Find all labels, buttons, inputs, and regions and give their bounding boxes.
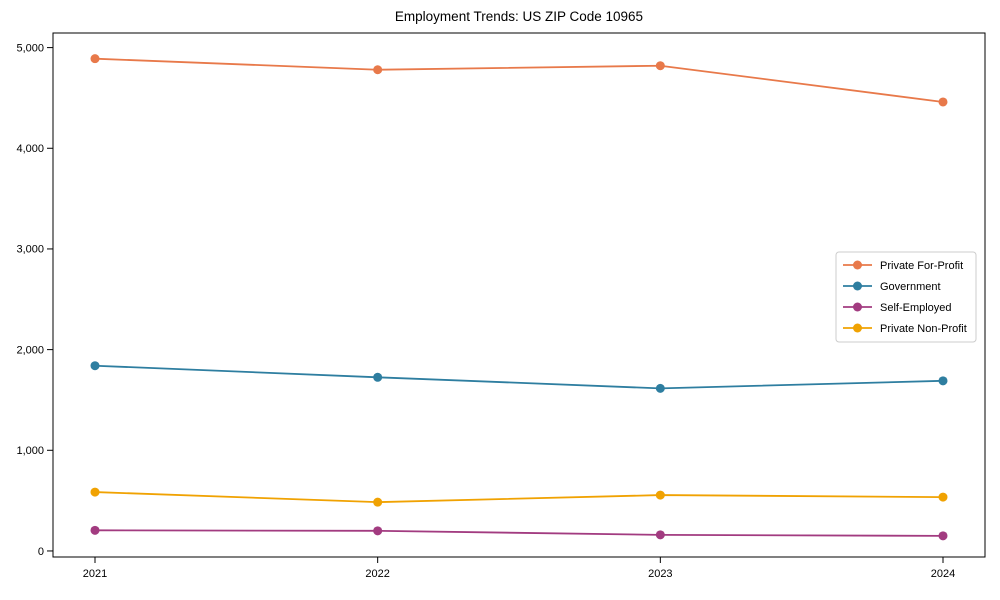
axes-layer: 0 1,000 2,000 3,000 4,000 5,000 2021 2022 2023 20… <box>16 32 986 580</box>
data-point-marker <box>373 497 383 507</box>
legend-box <box>835 251 977 343</box>
legend-item-label: Private For-Profit <box>880 260 963 272</box>
y-tick-label: 4,000 <box>16 143 44 155</box>
legend-swatch-marker <box>853 281 862 291</box>
data-point-marker <box>90 54 100 64</box>
legend-item-label: Private Non-Profit <box>880 323 967 335</box>
data-point-marker <box>90 487 100 497</box>
legend-item-label: Government <box>880 281 941 293</box>
series-layer <box>90 54 948 541</box>
y-tick-label: 3,000 <box>16 244 44 256</box>
legend-swatch-marker <box>853 323 862 333</box>
data-point-marker <box>90 361 100 371</box>
series-line <box>94 364 944 390</box>
data-point-marker <box>373 372 383 382</box>
data-point-marker <box>90 525 100 535</box>
x-tick-label: 2023 <box>648 568 672 580</box>
x-tick-label: 2021 <box>83 568 107 580</box>
legend-swatch-marker <box>853 260 862 270</box>
chart-title: Employment Trends: US ZIP Code 10965 <box>395 9 643 24</box>
series-line <box>94 57 944 103</box>
x-tick-label: 2024 <box>931 568 955 580</box>
data-point-marker <box>938 531 948 541</box>
data-point-marker <box>938 492 948 502</box>
data-point-marker <box>938 97 948 107</box>
plot-border <box>52 32 986 558</box>
data-point-marker <box>373 526 383 536</box>
data-point-marker <box>655 490 665 500</box>
data-point-marker <box>938 376 948 386</box>
data-point-marker <box>655 530 665 540</box>
series-line <box>94 491 944 504</box>
y-tick-label: 2,000 <box>16 344 44 356</box>
legend: Private For-Profit Government Self-Employe… <box>835 251 977 343</box>
y-tick-label: 0 <box>38 546 44 558</box>
y-tick-label: 5,000 <box>16 42 44 54</box>
data-point-marker <box>655 383 665 393</box>
legend-item-label: Self-Employed <box>880 302 952 314</box>
data-point-marker <box>655 61 665 71</box>
series-line <box>94 529 944 537</box>
legend-swatch-marker <box>853 302 862 312</box>
data-point-marker <box>373 65 383 75</box>
x-tick-label: 2022 <box>365 568 389 580</box>
y-tick-label: 1,000 <box>16 445 44 457</box>
